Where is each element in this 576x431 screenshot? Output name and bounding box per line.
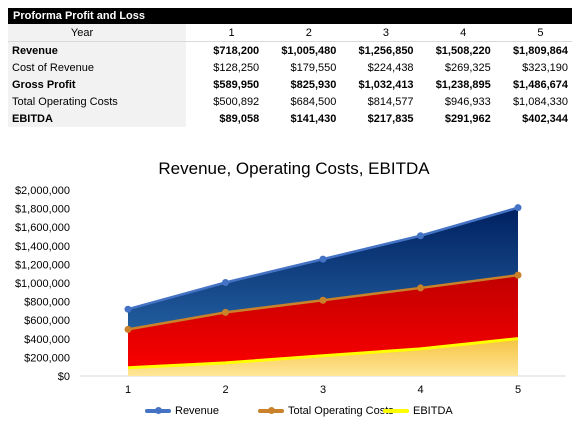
value-cell[interactable]: $224,438 xyxy=(367,61,414,74)
value-cell[interactable]: $500,892 xyxy=(213,95,260,108)
value-cell[interactable]: $1,809,864 xyxy=(512,44,568,57)
value-cell[interactable]: $291,962 xyxy=(444,112,491,125)
series-lines xyxy=(124,204,522,370)
value-cell[interactable]: $718,200 xyxy=(213,44,260,57)
value-cell[interactable]: $1,084,330 xyxy=(512,95,568,108)
value-cell[interactable]: $814,577 xyxy=(367,95,414,108)
legend-item[interactable]: EBITDA xyxy=(383,405,453,417)
x-tick-label: 1 xyxy=(125,384,131,396)
data-point[interactable] xyxy=(222,308,229,316)
legend-label: Revenue xyxy=(175,405,220,417)
value-cell[interactable]: $1,486,674 xyxy=(512,78,568,91)
legend-item[interactable]: Total Operating Costs xyxy=(258,405,394,417)
y-axis: $0 $200,000 $400,000 $600,000 $800,000 $1,000… xyxy=(15,185,70,383)
value-cell[interactable]: $1,238,895 xyxy=(435,78,491,91)
data-point[interactable] xyxy=(222,278,229,286)
data-point[interactable] xyxy=(514,204,522,212)
year-cell[interactable]: 1 xyxy=(186,24,264,42)
year-cell[interactable]: 4 xyxy=(417,24,495,42)
row-label[interactable]: Total Operating Costs xyxy=(8,93,186,110)
value-cell[interactable]: $684,500 xyxy=(290,95,337,108)
chart-title: Revenue, Operating Costs, EBITDA xyxy=(158,159,430,178)
legend-swatch xyxy=(145,407,171,414)
year-cell[interactable]: 2 xyxy=(263,24,341,42)
table-title: Proforma Profit and Loss xyxy=(8,8,572,24)
y-tick-label: $1,800,000 xyxy=(15,204,70,216)
legend-label: Total Operating Costs xyxy=(288,405,394,417)
value-cell[interactable]: $89,058 xyxy=(219,112,260,125)
value-cell[interactable]: $1,508,220 xyxy=(435,44,491,57)
row-label[interactable]: Gross Profit xyxy=(8,76,186,93)
legend-marker xyxy=(155,407,162,414)
value-cell[interactable]: $1,032,413 xyxy=(358,78,414,91)
header-row: Year 1 2 3 4 5 xyxy=(8,24,572,42)
year-cell[interactable]: 5 xyxy=(494,24,572,42)
table-row-total-operating-costs: Total Operating Costs $500,892 $684,500 … xyxy=(8,93,572,110)
data-point[interactable] xyxy=(124,305,132,313)
row-label[interactable]: EBITDA xyxy=(8,110,186,127)
year-cell[interactable]: 3 xyxy=(340,24,418,42)
y-tick-label: $1,000,000 xyxy=(15,278,70,290)
table-row-ebitda: EBITDA $89,058 $141,430 $217,835 $291,96… xyxy=(8,110,572,127)
x-tick-label: 2 xyxy=(222,384,228,396)
x-tick-label: 4 xyxy=(417,384,423,396)
line-ebitda[interactable] xyxy=(127,337,519,370)
y-tick-label: $600,000 xyxy=(24,315,70,327)
value-cell[interactable]: $1,005,480 xyxy=(281,44,337,57)
data-point[interactable] xyxy=(319,255,327,263)
value-cell[interactable]: $128,250 xyxy=(213,61,260,74)
legend-marker xyxy=(268,407,275,414)
data-point[interactable] xyxy=(417,232,424,240)
y-tick-label: $200,000 xyxy=(24,352,70,364)
pnl-table: Year 1 2 3 4 5 Revenue $718,200 $1,005,4… xyxy=(8,24,572,127)
value-cell[interactable]: $217,835 xyxy=(367,112,414,125)
value-cell[interactable]: $825,930 xyxy=(290,78,337,91)
value-cell[interactable]: $323,190 xyxy=(522,61,568,74)
x-tick-label: 5 xyxy=(515,384,521,396)
value-cell[interactable]: $179,550 xyxy=(290,61,337,74)
legend-swatch xyxy=(383,409,409,413)
table-row-cost-of-revenue: Cost of Revenue $128,250 $179,550 $224,4… xyxy=(8,59,572,76)
value-cell[interactable]: $1,256,850 xyxy=(358,44,414,57)
legend-item[interactable]: Revenue xyxy=(145,405,219,417)
table-row-gross-profit: Gross Profit $589,950 $825,930 $1,032,41… xyxy=(8,76,572,93)
data-point[interactable] xyxy=(319,296,327,304)
row-label[interactable]: Cost of Revenue xyxy=(8,59,186,76)
data-point[interactable] xyxy=(417,284,424,292)
table-row-revenue: Revenue $718,200 $1,005,480 $1,256,850 $… xyxy=(8,41,572,59)
x-axis: 1 2 3 4 5 xyxy=(80,375,566,396)
data-point[interactable] xyxy=(514,271,522,279)
area-ebitda[interactable] xyxy=(128,338,518,376)
y-tick-label: $0 xyxy=(58,371,70,383)
value-cell[interactable]: $269,325 xyxy=(444,61,491,74)
header-label: Year xyxy=(8,24,186,42)
value-cell[interactable]: $402,344 xyxy=(522,112,568,125)
legend-swatch xyxy=(258,407,284,414)
pnl-sheet: Proforma Profit and Loss Year 1 2 3 4 5 … xyxy=(8,8,572,127)
data-point[interactable] xyxy=(124,325,132,333)
value-cell[interactable]: $589,950 xyxy=(213,78,260,91)
y-tick-label: $1,400,000 xyxy=(15,241,70,253)
series-areas xyxy=(128,207,518,376)
row-label[interactable]: Revenue xyxy=(8,41,186,59)
x-tick-label: 3 xyxy=(320,384,326,396)
value-cell[interactable]: $141,430 xyxy=(290,112,337,125)
y-tick-label: $1,600,000 xyxy=(15,222,70,234)
y-tick-label: $400,000 xyxy=(24,334,70,346)
y-tick-label: $1,200,000 xyxy=(15,259,70,271)
value-cell[interactable]: $946,933 xyxy=(444,95,491,108)
legend-label: EBITDA xyxy=(413,405,453,417)
y-tick-label: $2,000,000 xyxy=(15,185,70,197)
y-tick-label: $800,000 xyxy=(24,297,70,309)
area-chart[interactable]: Revenue, Operating Costs, EBITDA $0 $200,… xyxy=(0,150,576,431)
